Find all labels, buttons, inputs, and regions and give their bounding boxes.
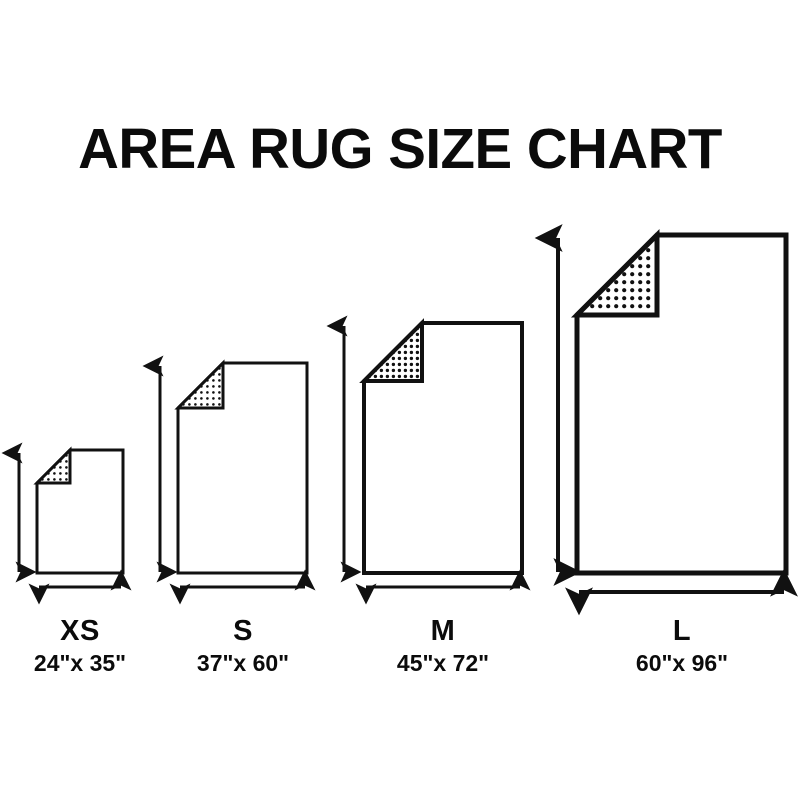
size-label-group-l: L 60"x 96": [562, 615, 800, 677]
size-code-s: S: [233, 615, 253, 647]
size-code-m: M: [430, 615, 456, 647]
size-dimensions-s: 37"x 60": [196, 650, 290, 676]
rug-figure-s: [142, 355, 316, 605]
rug-figure-m: [326, 315, 531, 605]
size-code-l: L: [672, 615, 692, 647]
size-dimensions-l: 60"x 96": [635, 650, 729, 676]
fold-dot-pattern-m: [367, 326, 420, 379]
rug-figure-xs: [1, 442, 132, 605]
size-label-group-xs: XS 24"x 35": [0, 615, 200, 677]
size-dimensions-m: 45"x 72": [396, 650, 490, 676]
size-label-group-s: S 37"x 60": [123, 615, 363, 677]
size-dimensions-xs: 24"x 35": [33, 650, 127, 676]
rug-figure-l: [534, 224, 798, 616]
size-code-xs: XS: [60, 615, 100, 647]
size-label-group-m: M 45"x 72": [323, 615, 563, 677]
page-title: AREA RUG SIZE CHART: [78, 117, 722, 181]
